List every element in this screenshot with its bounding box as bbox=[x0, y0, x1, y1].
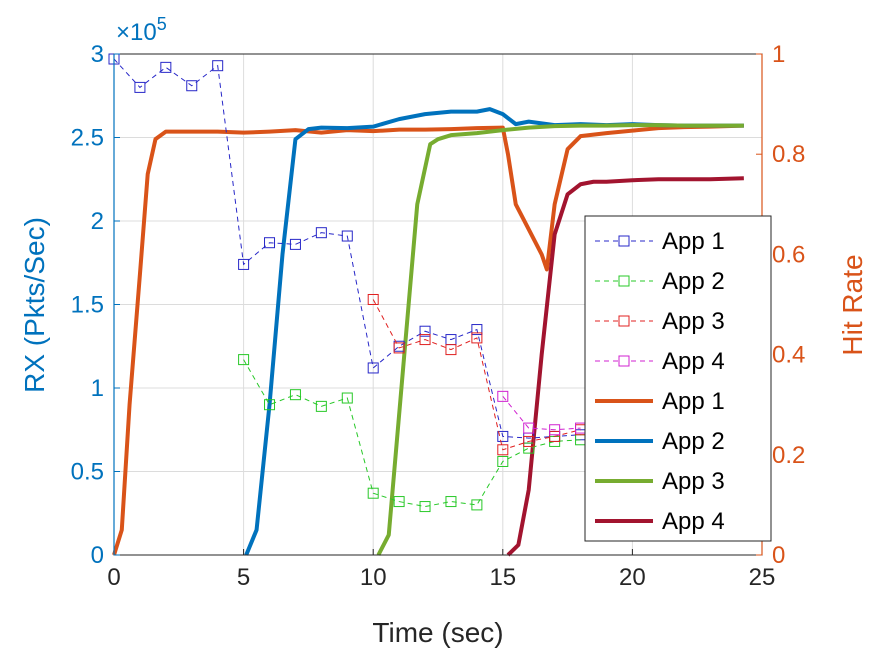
legend-marker bbox=[618, 235, 630, 247]
rx-point-app-1 bbox=[289, 238, 301, 250]
rx-point-app-3 bbox=[497, 444, 509, 456]
legend-marker bbox=[618, 275, 630, 287]
rx-point-app-4 bbox=[497, 390, 509, 402]
rx-point-app-3 bbox=[419, 334, 431, 346]
rx-series bbox=[108, 53, 587, 513]
legend: App 1 App 2 App 3 App 4 App 1 App 2 App 3 App 4 bbox=[584, 215, 772, 542]
rx-point-app-1 bbox=[134, 81, 146, 93]
rx-point-app-2 bbox=[419, 501, 431, 513]
rx-line-app-4 bbox=[502, 396, 581, 431]
rx-point-app-2 bbox=[445, 496, 457, 508]
hit-rate-line-app-4 bbox=[506, 176, 744, 557]
rx-point-app-3 bbox=[393, 342, 405, 354]
hit-rate-line-app-3 bbox=[376, 123, 744, 556]
y-right-tick-label: 0.6 bbox=[772, 241, 805, 268]
rx-point-app-1 bbox=[160, 61, 172, 73]
y-right-tick-label: 0.4 bbox=[772, 342, 805, 369]
y-right-tick-label: 0 bbox=[772, 542, 785, 569]
y-left-tick-label: 1 bbox=[91, 375, 104, 402]
rx-point-app-3 bbox=[549, 430, 561, 442]
y-left-tick-label: 2.5 bbox=[71, 125, 104, 152]
legend-marker bbox=[618, 355, 630, 367]
y-left-tick-label: 2 bbox=[91, 208, 104, 235]
legend-label: App 2 bbox=[662, 428, 725, 455]
y-left-exponent: ×105 bbox=[116, 14, 167, 46]
rx-point-app-1 bbox=[212, 60, 224, 72]
y-left-tick-label: 3 bbox=[91, 41, 104, 68]
rx-point-app-2 bbox=[523, 442, 535, 454]
legend-label: App 3 bbox=[662, 308, 725, 335]
rx-line-app-1 bbox=[113, 58, 581, 439]
legend-label: App 4 bbox=[662, 348, 725, 375]
rx-point-app-3 bbox=[367, 293, 379, 305]
rx-point-app-1 bbox=[497, 430, 509, 442]
rx-point-app-2 bbox=[315, 400, 327, 412]
hit-rate-line-app-1 bbox=[112, 123, 744, 556]
legend-label: App 1 bbox=[662, 388, 725, 415]
legend-label: App 2 bbox=[662, 268, 725, 295]
x-tick-label: 15 bbox=[489, 564, 516, 591]
x-tick-label: 5 bbox=[237, 564, 250, 591]
y-axis-right-label: Hit Rate bbox=[837, 254, 868, 355]
exponent-power: 5 bbox=[157, 14, 167, 34]
rx-point-app-3 bbox=[471, 332, 483, 344]
hit-rate-series bbox=[112, 107, 744, 557]
legend-label: App 3 bbox=[662, 468, 725, 495]
rx-point-app-1 bbox=[315, 227, 327, 239]
x-tick-label: 10 bbox=[360, 564, 387, 591]
rx-line-app-3 bbox=[372, 299, 581, 451]
rx-point-app-3 bbox=[445, 344, 457, 356]
rx-line-app-2 bbox=[243, 359, 581, 508]
rx-point-app-3 bbox=[523, 435, 535, 447]
exponent-base: ×10 bbox=[116, 19, 157, 46]
x-tick-label: 25 bbox=[749, 564, 776, 591]
y-right-tick-label: 1 bbox=[772, 41, 785, 68]
x-axis-label: Time (sec) bbox=[372, 617, 503, 648]
legend-label: App 4 bbox=[662, 508, 725, 535]
rx-point-app-1 bbox=[367, 362, 379, 374]
rx-point-app-2 bbox=[341, 392, 353, 404]
rx-point-app-2 bbox=[264, 399, 276, 411]
y-right-tick-label: 0.2 bbox=[772, 442, 805, 469]
rx-point-app-1 bbox=[419, 325, 431, 337]
rx-point-app-2 bbox=[238, 354, 250, 366]
rx-point-app-1 bbox=[471, 324, 483, 336]
rx-point-app-2 bbox=[289, 389, 301, 401]
legend-box bbox=[584, 215, 772, 542]
rx-point-app-2 bbox=[497, 455, 509, 467]
legend-marker bbox=[618, 315, 630, 327]
rx-point-app-4 bbox=[549, 424, 561, 436]
x-tick-label: 20 bbox=[619, 564, 646, 591]
rx-point-app-2 bbox=[367, 487, 379, 499]
y-left-tick-label: 0 bbox=[91, 542, 104, 569]
rx-point-app-2 bbox=[393, 496, 405, 508]
y-left-tick-label: 0.5 bbox=[71, 459, 104, 486]
y-axis-left-label: RX (Pkts/Sec) bbox=[19, 217, 50, 393]
rx-point-app-1 bbox=[341, 230, 353, 242]
rx-point-app-1 bbox=[186, 80, 198, 92]
y-left-tick-label: 1.5 bbox=[71, 292, 104, 319]
rx-point-app-1 bbox=[238, 258, 250, 270]
rx-point-app-4 bbox=[523, 422, 535, 434]
rx-point-app-1 bbox=[264, 237, 276, 249]
legend-label: App 1 bbox=[662, 228, 725, 255]
rx-point-app-2 bbox=[471, 499, 483, 511]
y-right-tick-label: 0.8 bbox=[772, 141, 805, 168]
x-tick-label: 0 bbox=[107, 564, 120, 591]
